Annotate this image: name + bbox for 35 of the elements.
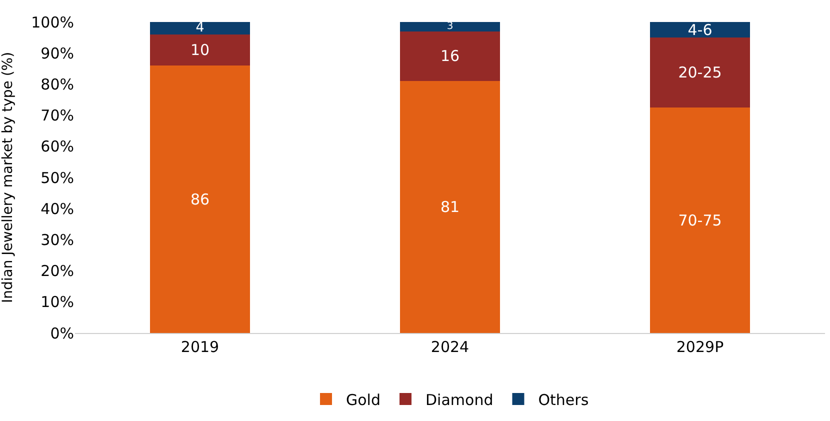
bar (150, 66, 250, 333)
y-axis-title: Indian Jewellery market by type (%) (0, 52, 16, 304)
data-label: 86 (190, 190, 210, 208)
y-tick-label: 100% (31, 13, 74, 32)
bar (400, 22, 500, 32)
legend-label: Gold (346, 390, 380, 409)
y-tick-label: 0% (50, 324, 74, 342)
legend-label: Others (538, 390, 589, 409)
data-label: 16 (440, 47, 460, 66)
y-tick-label: 40% (40, 200, 74, 218)
bar (400, 31, 500, 82)
y-tick-label: 90% (40, 44, 74, 62)
data-label: 70-75 (678, 211, 722, 230)
y-tick-label: 60% (40, 138, 74, 156)
bar (650, 38, 750, 108)
bar (400, 81, 500, 333)
data-label: 10 (190, 40, 210, 59)
data-label: 81 (440, 198, 460, 216)
y-tick-label: 30% (40, 230, 74, 249)
data-label: 4 (196, 20, 204, 36)
x-tick-label: 2029P (676, 338, 724, 356)
y-tick-label: 50% (40, 168, 74, 187)
x-tick-label: 2019 (180, 338, 220, 356)
y-tick-label: 20% (40, 262, 74, 280)
x-tick-label: 2024 (430, 338, 470, 356)
bar (650, 108, 750, 333)
bar (650, 22, 750, 38)
y-tick-label: 80% (40, 75, 74, 94)
data-label: 4-6 (688, 20, 712, 39)
legend-label: Diamond (426, 390, 494, 409)
y-tick-label: 70% (40, 106, 74, 125)
data-label: 20-25 (678, 64, 722, 82)
bar (150, 34, 250, 66)
y-tick-label: 10% (40, 293, 74, 312)
bar (150, 22, 250, 34)
